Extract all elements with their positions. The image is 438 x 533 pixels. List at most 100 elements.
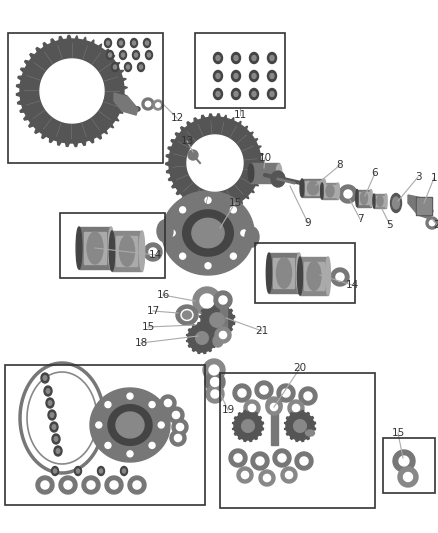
- Polygon shape: [398, 456, 408, 466]
- Bar: [375, 196, 383, 206]
- Polygon shape: [144, 243, 162, 261]
- Polygon shape: [108, 405, 152, 446]
- Polygon shape: [299, 457, 307, 465]
- Polygon shape: [425, 217, 437, 229]
- Ellipse shape: [50, 413, 54, 417]
- Ellipse shape: [48, 401, 52, 405]
- Bar: [415, 197, 431, 215]
- Text: 1: 1: [430, 173, 436, 183]
- Ellipse shape: [46, 398, 54, 408]
- Polygon shape: [148, 248, 157, 256]
- Polygon shape: [110, 481, 118, 489]
- Polygon shape: [199, 302, 234, 338]
- Polygon shape: [293, 419, 306, 432]
- Text: 14: 14: [148, 250, 161, 260]
- Bar: [219, 373, 374, 508]
- Ellipse shape: [106, 51, 113, 60]
- Ellipse shape: [276, 258, 291, 288]
- Text: 15: 15: [228, 198, 241, 208]
- Circle shape: [205, 263, 211, 269]
- Polygon shape: [200, 294, 213, 308]
- Ellipse shape: [122, 469, 125, 473]
- Polygon shape: [219, 296, 226, 304]
- Ellipse shape: [120, 466, 127, 475]
- Bar: [84, 232, 106, 264]
- Ellipse shape: [46, 389, 49, 393]
- Bar: [373, 194, 385, 208]
- Bar: [219, 300, 226, 338]
- Polygon shape: [36, 476, 54, 494]
- Ellipse shape: [145, 41, 148, 45]
- Polygon shape: [208, 365, 219, 375]
- Ellipse shape: [139, 65, 142, 69]
- Ellipse shape: [108, 53, 111, 57]
- Polygon shape: [205, 385, 223, 403]
- Ellipse shape: [106, 41, 110, 45]
- Polygon shape: [392, 450, 414, 472]
- Ellipse shape: [321, 179, 325, 197]
- Ellipse shape: [212, 335, 223, 347]
- Polygon shape: [428, 220, 434, 225]
- Polygon shape: [276, 384, 294, 402]
- Ellipse shape: [372, 194, 374, 208]
- Ellipse shape: [231, 88, 240, 100]
- Ellipse shape: [117, 38, 124, 47]
- Ellipse shape: [296, 253, 301, 293]
- Polygon shape: [164, 399, 171, 407]
- Ellipse shape: [251, 74, 255, 78]
- Polygon shape: [397, 467, 417, 487]
- Polygon shape: [64, 481, 72, 489]
- Ellipse shape: [124, 62, 131, 71]
- Ellipse shape: [215, 74, 219, 78]
- Polygon shape: [155, 103, 160, 107]
- Polygon shape: [116, 412, 144, 438]
- Polygon shape: [168, 407, 184, 423]
- Text: 12: 12: [170, 113, 183, 123]
- Polygon shape: [233, 454, 241, 462]
- Polygon shape: [232, 410, 263, 441]
- Ellipse shape: [43, 376, 47, 380]
- Ellipse shape: [233, 55, 237, 60]
- Circle shape: [179, 253, 185, 259]
- Polygon shape: [338, 185, 356, 203]
- Polygon shape: [270, 403, 277, 410]
- Polygon shape: [159, 395, 176, 411]
- Text: 11: 11: [233, 110, 246, 120]
- Polygon shape: [114, 93, 138, 115]
- Ellipse shape: [299, 179, 303, 197]
- Circle shape: [127, 451, 133, 457]
- Ellipse shape: [137, 62, 144, 71]
- Ellipse shape: [306, 262, 320, 290]
- Circle shape: [105, 442, 111, 448]
- Polygon shape: [254, 381, 272, 399]
- Polygon shape: [251, 452, 268, 470]
- Polygon shape: [153, 100, 162, 110]
- Bar: [321, 183, 337, 199]
- Polygon shape: [229, 449, 247, 467]
- Ellipse shape: [99, 469, 102, 473]
- Text: 21: 21: [255, 326, 268, 336]
- Ellipse shape: [325, 185, 333, 197]
- Text: 7: 7: [356, 214, 363, 224]
- Ellipse shape: [269, 74, 273, 78]
- Ellipse shape: [336, 183, 339, 199]
- Ellipse shape: [247, 164, 253, 182]
- Polygon shape: [284, 410, 315, 441]
- Polygon shape: [219, 332, 226, 338]
- Ellipse shape: [251, 92, 255, 96]
- Polygon shape: [248, 405, 255, 411]
- Ellipse shape: [360, 191, 367, 205]
- Polygon shape: [145, 101, 150, 107]
- Text: 13: 13: [180, 136, 193, 146]
- Ellipse shape: [182, 311, 191, 319]
- Polygon shape: [87, 481, 95, 489]
- Bar: [301, 179, 323, 197]
- Polygon shape: [265, 397, 281, 413]
- Polygon shape: [292, 405, 299, 411]
- Ellipse shape: [97, 466, 104, 475]
- Ellipse shape: [180, 310, 193, 320]
- Circle shape: [230, 253, 236, 259]
- Ellipse shape: [143, 38, 150, 47]
- Circle shape: [230, 207, 236, 213]
- Polygon shape: [166, 114, 264, 212]
